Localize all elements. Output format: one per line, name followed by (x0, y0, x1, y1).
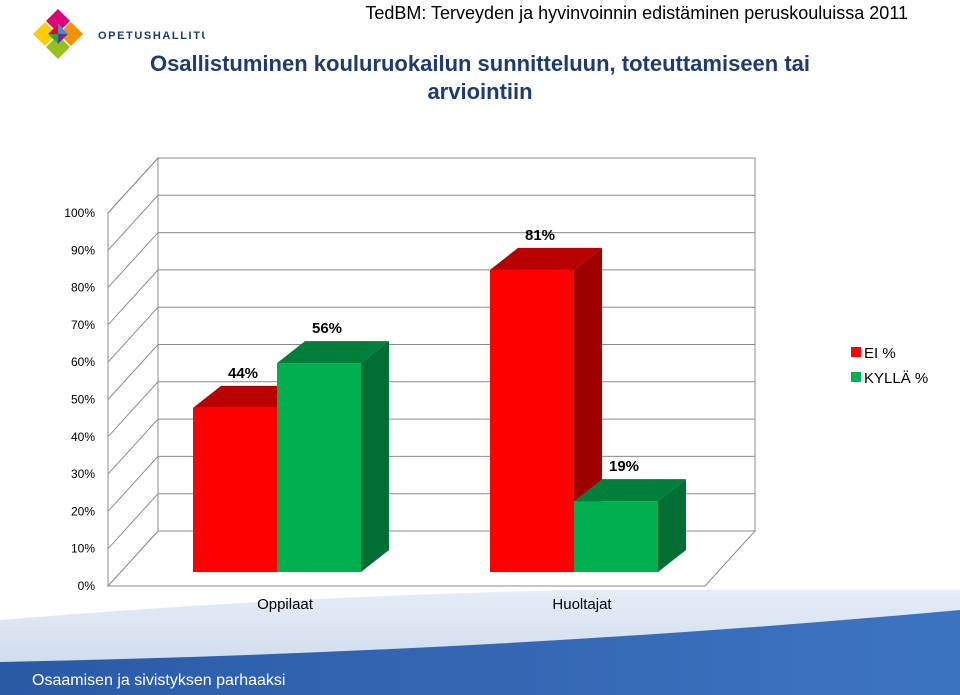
gridline (107, 157, 755, 214)
brand-text: OPETUSHALLITUS (98, 30, 205, 42)
gridline (107, 269, 755, 326)
x-category-label: Oppilaat (257, 596, 314, 613)
data-label: 44% (228, 365, 258, 382)
gridline (107, 194, 755, 251)
bar-front (574, 501, 658, 572)
bar-top (277, 341, 389, 364)
data-label: 19% (609, 458, 639, 475)
gridline (107, 232, 755, 288)
y-tick-label: 10% (71, 542, 95, 556)
bar-front (193, 407, 277, 572)
footer-band (0, 590, 960, 695)
y-tick-label: 40% (71, 430, 95, 444)
legend-label: EI % (864, 345, 896, 362)
bar-top (574, 479, 686, 502)
bar-front (277, 363, 361, 572)
legend-label: KYLLÄ % (864, 370, 928, 387)
footer-slogan: Osaamisen ja sivistyksen parhaaksi (32, 672, 286, 689)
bar-top (490, 247, 602, 270)
data-label: 56% (312, 320, 342, 337)
y-tick-label: 70% (71, 318, 95, 332)
y-tick-label: 20% (71, 504, 95, 518)
y-tick-label: 0% (78, 579, 96, 593)
x-category-label: Huoltajat (552, 596, 612, 613)
y-tick-label: 100% (64, 206, 95, 220)
report-title: TedBM: Terveyden ja hyvinvoinnin edistäm… (365, 3, 908, 23)
bar-side (361, 341, 389, 572)
data-label: 81% (525, 227, 555, 244)
gridline (107, 344, 755, 400)
legend-swatch (851, 347, 861, 357)
bar-side (658, 479, 686, 572)
gridline (107, 306, 755, 363)
opetushallitus-logo: OPETUSHALLITUS (33, 9, 205, 59)
y-tick-label: 80% (71, 281, 95, 295)
legend-swatch (851, 372, 861, 382)
y-tick-label: 60% (71, 355, 95, 369)
y-tick-label: 50% (71, 393, 95, 407)
chart-title: Osallistuminen kouluruokailun sunnittelu… (149, 51, 811, 104)
y-tick-label: 90% (71, 243, 95, 257)
y-tick-label: 30% (71, 467, 95, 481)
bar-front (490, 269, 574, 572)
